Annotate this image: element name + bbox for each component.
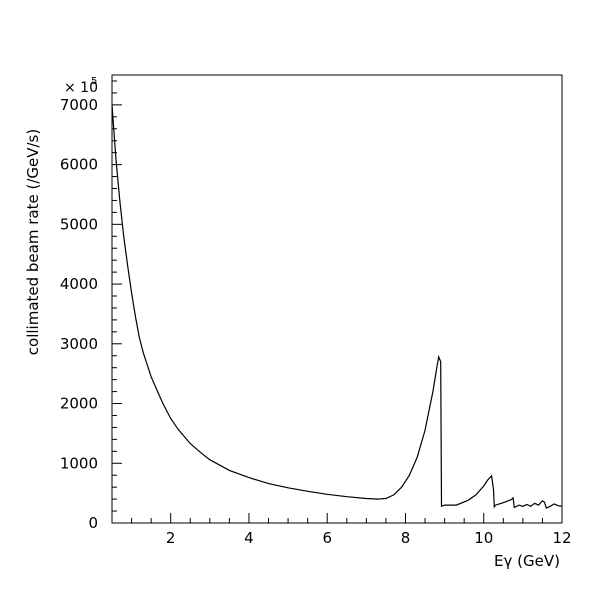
- y-tick-label: 7000: [60, 96, 98, 114]
- y-tick-label: 5000: [60, 215, 98, 233]
- y-tick-labels: 0 1000 2000 3000 4000 5000 6000 7000: [60, 96, 98, 532]
- axis-ticks: [111, 80, 563, 524]
- plot-frame: [111, 74, 563, 524]
- y-tick-label: 6000: [60, 156, 98, 174]
- y-multiplier-exponent: 5: [91, 76, 97, 87]
- y-tick-label: 2000: [60, 395, 98, 413]
- x-tick-label: 6: [322, 529, 332, 547]
- x-tick-label: 8: [401, 529, 411, 547]
- x-tick-label: 4: [244, 529, 254, 547]
- y-multiplier-label: × 10: [64, 80, 98, 96]
- y-axis-title: collimated beam rate (/GeV/s): [24, 129, 42, 355]
- y-tick-label: 4000: [60, 275, 98, 293]
- y-tick-label: 1000: [60, 454, 98, 472]
- x-axis-title: Eγ (GeV): [494, 552, 560, 570]
- beam-rate-curve: [111, 104, 563, 509]
- y-tick-label: 0: [88, 514, 98, 532]
- x-tick-label: 10: [474, 529, 493, 547]
- x-tick-labels: 2 4 6 8 10 12: [166, 529, 572, 547]
- x-tick-label: 12: [552, 529, 571, 547]
- x-tick-label: 2: [166, 529, 176, 547]
- y-tick-label: 3000: [60, 335, 98, 353]
